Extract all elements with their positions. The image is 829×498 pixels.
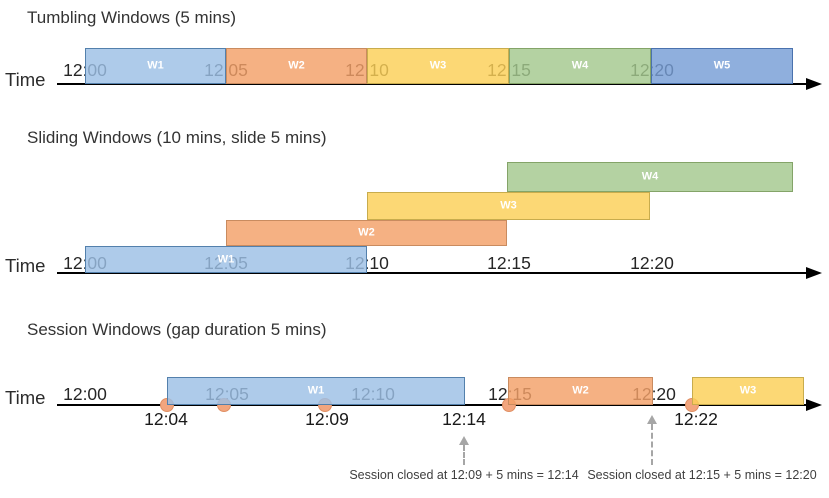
time-axis-caption: Time xyxy=(5,69,46,90)
dashed-arrow-head-icon xyxy=(647,415,657,424)
window-bar xyxy=(226,220,507,246)
tumbling-windows-title: Tumbling Windows (5 mins) xyxy=(27,8,237,27)
session-closed-note: Session closed at 12:15 + 5 mins = 12:20 xyxy=(587,468,817,482)
axis-arrowhead-icon xyxy=(806,267,822,279)
window-bar xyxy=(507,162,793,192)
window-label: W1 xyxy=(147,59,164,72)
window-bar xyxy=(367,48,509,84)
window-bar xyxy=(367,192,650,220)
window-label: W3 xyxy=(429,59,447,72)
time-axis xyxy=(57,404,806,406)
window-bar xyxy=(509,48,651,84)
dashed-arrow-head-icon xyxy=(459,436,469,445)
session-closed-note: Session closed at 12:09 + 5 mins = 12:14 xyxy=(349,468,579,482)
session-windows-title: Session Windows (gap duration 5 mins) xyxy=(27,320,327,339)
time-axis-caption: Time xyxy=(5,387,46,408)
time-axis xyxy=(57,272,806,274)
event-time-label: 12:04 xyxy=(144,409,188,429)
window-bar xyxy=(226,48,367,84)
window-label: W4 xyxy=(571,59,589,72)
window-label: W2 xyxy=(572,384,589,397)
window-bar xyxy=(85,246,367,273)
window-bar xyxy=(508,377,653,405)
axis-arrowhead-icon xyxy=(806,78,822,90)
window-label: W3 xyxy=(500,199,517,212)
tick-label: 12:15 xyxy=(487,253,531,273)
sliding-windows-title: Sliding Windows (10 mins, slide 5 mins) xyxy=(27,128,327,147)
time-axis xyxy=(57,83,806,85)
axis-arrowhead-icon xyxy=(806,399,822,411)
window-label: W2 xyxy=(288,59,305,72)
window-label: W1 xyxy=(307,384,325,397)
dashed-arrow-line xyxy=(651,424,653,465)
window-label: W3 xyxy=(739,384,757,397)
window-label: W2 xyxy=(358,226,375,239)
time-axis-caption: Time xyxy=(5,255,46,276)
window-bar xyxy=(85,48,226,84)
tick-label: 12:00 xyxy=(63,384,107,404)
event-time-label: 12:14 xyxy=(442,409,486,429)
event-time-label: 12:22 xyxy=(674,409,718,429)
window-label: W5 xyxy=(713,59,731,72)
window-bar xyxy=(692,377,804,405)
window-label: W1 xyxy=(217,253,235,265)
tick-label: 12:20 xyxy=(630,253,674,273)
event-time-label: 12:09 xyxy=(305,409,349,429)
window-label: W4 xyxy=(641,170,659,183)
window-bar xyxy=(651,48,793,84)
window-bar xyxy=(167,377,465,405)
dashed-arrow-line xyxy=(463,445,465,465)
